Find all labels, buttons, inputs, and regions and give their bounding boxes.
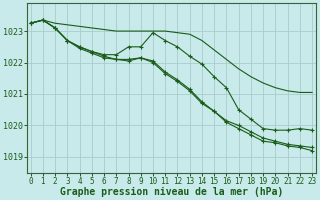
X-axis label: Graphe pression niveau de la mer (hPa): Graphe pression niveau de la mer (hPa): [60, 187, 283, 197]
